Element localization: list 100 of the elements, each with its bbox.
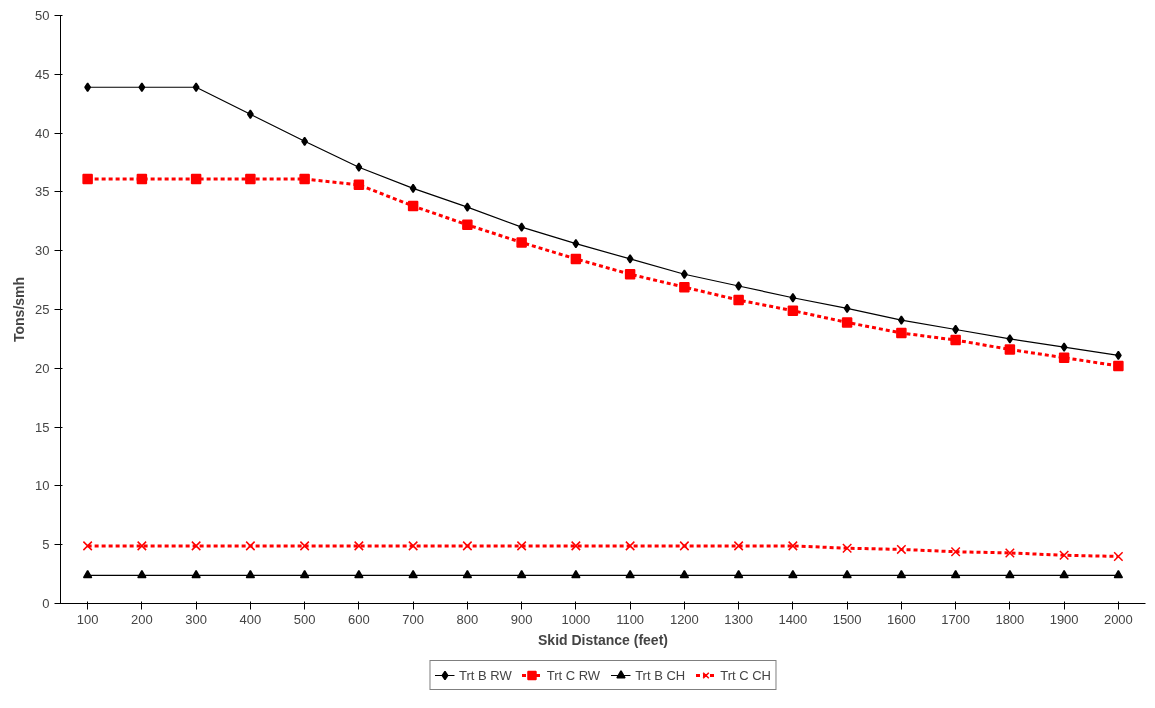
point — [82, 173, 93, 185]
point — [1005, 569, 1015, 579]
point — [84, 82, 92, 92]
point — [733, 294, 744, 306]
point — [950, 334, 961, 346]
legend-label: Trt C RW — [546, 667, 601, 683]
point — [407, 200, 419, 212]
point — [571, 569, 581, 579]
x-tick-label: 400 — [239, 611, 262, 627]
y-tick-label: 10 — [35, 478, 50, 494]
point — [952, 324, 960, 335]
legend-label: Trt C CH — [720, 667, 772, 683]
point — [354, 569, 364, 579]
point — [843, 303, 851, 314]
point — [1059, 569, 1069, 579]
x-tick-label: 1600 — [886, 611, 916, 627]
point — [680, 269, 688, 279]
y-tick-label: 45 — [35, 66, 50, 82]
x-tick-label: 2000 — [1103, 611, 1133, 627]
point — [299, 569, 310, 579]
point — [246, 109, 254, 120]
point — [516, 237, 527, 248]
point — [462, 540, 473, 551]
y-tick-label: 15 — [35, 419, 50, 435]
y-tick-label: 20 — [35, 360, 50, 376]
x-tick-label: 1200 — [669, 611, 699, 627]
point — [353, 179, 365, 191]
legend-label: Trt B CH — [635, 667, 686, 683]
x-tick-label: 1400 — [778, 611, 808, 627]
point — [136, 173, 148, 185]
point — [190, 173, 202, 185]
point — [733, 569, 744, 579]
x-tick-label: 1500 — [832, 611, 862, 627]
point — [896, 544, 907, 555]
point — [733, 540, 744, 551]
point — [625, 540, 636, 551]
point — [1059, 550, 1070, 561]
point — [625, 569, 635, 579]
point — [841, 317, 853, 328]
point — [570, 253, 582, 265]
point — [462, 219, 473, 231]
point — [624, 268, 636, 280]
point — [570, 540, 581, 551]
point — [1058, 352, 1070, 363]
y-axis-title: Tons/smh — [11, 276, 28, 343]
point — [735, 281, 743, 291]
point — [516, 540, 527, 551]
point — [82, 540, 93, 551]
y-tick-label: 40 — [35, 125, 50, 141]
x-tick-label: 600 — [348, 611, 370, 627]
y-tick-label: 50 — [35, 8, 50, 23]
x-tick-label: 1100 — [616, 611, 645, 627]
point — [353, 540, 364, 551]
point — [572, 238, 580, 249]
point — [518, 222, 526, 232]
point — [516, 569, 527, 579]
x-tick-label: 1000 — [561, 611, 591, 627]
x-tick-label: 1700 — [941, 611, 971, 627]
point — [626, 254, 634, 264]
legend-label: Trt B RW — [458, 667, 512, 683]
point — [1113, 551, 1124, 562]
point — [1113, 569, 1124, 579]
point — [1060, 342, 1068, 352]
x-axis-title: Skid Distance (feet) — [538, 631, 668, 648]
point — [138, 82, 146, 92]
point — [679, 540, 690, 551]
point — [1004, 547, 1015, 558]
point — [950, 569, 961, 579]
point — [463, 202, 471, 212]
point — [787, 540, 798, 551]
x-tick-label: 500 — [293, 611, 316, 627]
point — [191, 540, 202, 551]
point — [842, 569, 852, 579]
y-tick-label: 35 — [35, 184, 50, 200]
point — [408, 569, 418, 579]
y-tick-label: 30 — [35, 243, 50, 259]
y-tick-label: 25 — [35, 302, 50, 317]
point — [842, 543, 853, 554]
point — [355, 162, 363, 172]
point — [82, 569, 93, 579]
x-tick-label: 1900 — [1049, 611, 1079, 627]
point — [462, 569, 473, 579]
x-tick-label: 900 — [510, 611, 533, 627]
y-tick-label: 0 — [42, 596, 50, 611]
point — [136, 540, 147, 551]
x-tick-label: 200 — [131, 611, 153, 627]
y-tick-label: 5 — [42, 537, 50, 553]
x-tick-label: 700 — [402, 611, 424, 627]
point — [679, 569, 690, 579]
point — [950, 546, 961, 557]
point — [896, 327, 907, 339]
point — [896, 569, 907, 579]
point — [897, 315, 905, 325]
point — [1004, 344, 1016, 355]
point — [409, 183, 417, 194]
point — [679, 281, 690, 293]
point — [191, 569, 201, 579]
x-tick-label: 1800 — [995, 611, 1025, 627]
point — [1114, 350, 1122, 361]
point — [137, 569, 147, 579]
